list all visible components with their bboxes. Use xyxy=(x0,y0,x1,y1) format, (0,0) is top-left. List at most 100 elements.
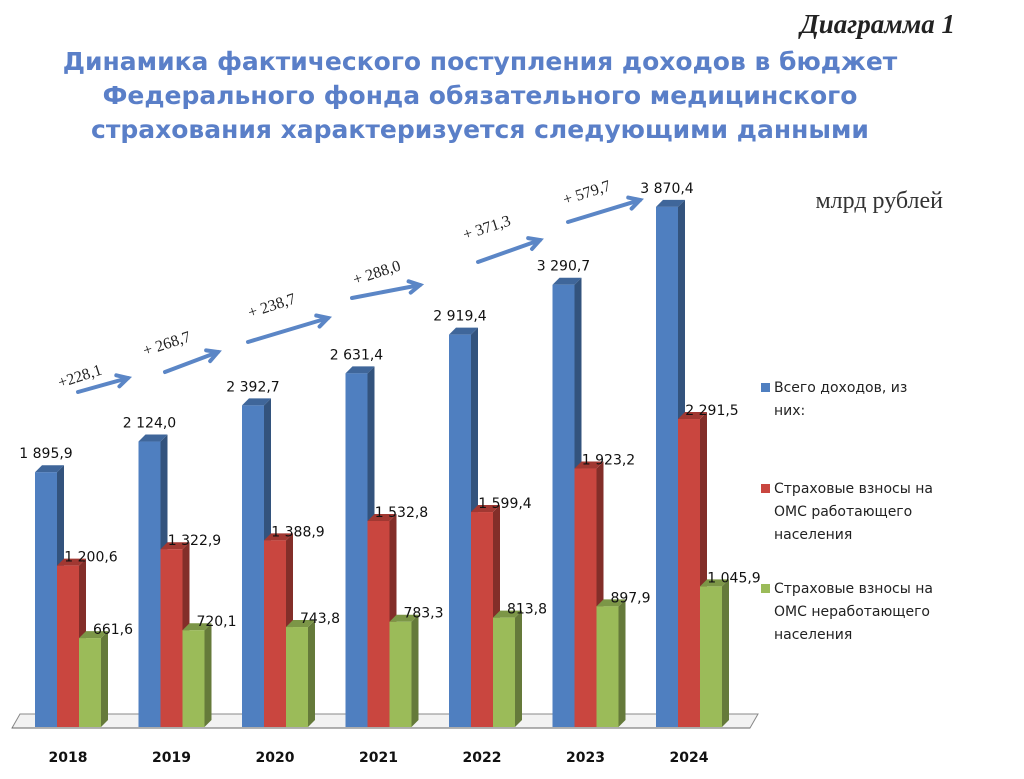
bar-top xyxy=(57,558,86,566)
bar-2022-series-2 xyxy=(493,617,515,727)
data-label: 1 895,9 xyxy=(19,446,72,462)
bar-2024-series-0 xyxy=(656,206,678,727)
data-label: 2 392,7 xyxy=(226,379,279,395)
data-label: 1 388,9 xyxy=(271,524,324,540)
legend-swatch xyxy=(761,383,770,392)
data-label: 1 532,8 xyxy=(375,505,428,521)
bar-top xyxy=(596,599,626,607)
data-label: 2 124,0 xyxy=(123,416,176,432)
x-tick-label: 2018 xyxy=(49,750,88,766)
bar-top xyxy=(700,579,729,587)
legend-swatch xyxy=(761,584,770,593)
x-tick-label: 2019 xyxy=(152,750,191,766)
bar-2018-series-2 xyxy=(79,638,101,727)
bar-2023-series-2 xyxy=(596,606,619,727)
data-label: 1 599,4 xyxy=(478,496,532,512)
bar-side xyxy=(411,614,419,727)
increment-label: + 288,0 xyxy=(351,257,403,288)
legend-label: Страховые взносы на xyxy=(774,481,933,497)
bar-top xyxy=(286,620,315,628)
legend-label: них: xyxy=(774,403,805,419)
bar-2024-series-2 xyxy=(700,586,722,727)
arrow-head-icon xyxy=(114,373,133,389)
x-tick-label: 2020 xyxy=(256,750,295,766)
data-label: 2 919,4 xyxy=(433,309,487,325)
bar-side xyxy=(722,579,729,727)
arrow-head-icon xyxy=(204,348,222,364)
bar-top xyxy=(471,505,500,513)
increment-arrow xyxy=(246,316,330,344)
bar-2024-series-1 xyxy=(678,419,700,727)
x-tick-label: 2023 xyxy=(566,750,605,766)
bar-2019-series-0 xyxy=(138,441,161,727)
bar-top xyxy=(242,398,271,406)
increment-arrow xyxy=(163,350,220,374)
bar-2018-series-1 xyxy=(57,565,79,727)
increment-arrow xyxy=(476,238,542,264)
data-label: 743,8 xyxy=(300,611,340,627)
increment-arrow xyxy=(566,198,642,224)
bar-side xyxy=(204,623,212,727)
x-tick-label: 2021 xyxy=(359,750,398,766)
bar-top xyxy=(449,327,478,335)
bar-top xyxy=(389,614,419,622)
increment-label: + 579,7 xyxy=(561,177,613,208)
legend-label: населения xyxy=(774,527,852,543)
bar-top xyxy=(160,542,190,550)
bar-2020-series-2 xyxy=(286,627,308,727)
data-label: 813,8 xyxy=(507,602,547,618)
legend-label: Всего доходов, из xyxy=(774,380,907,396)
bar-top xyxy=(35,465,64,473)
arrow-head-icon xyxy=(626,195,644,211)
bar-top xyxy=(493,610,522,618)
bar-2023-series-1 xyxy=(574,468,597,727)
bar-side xyxy=(308,620,315,727)
bar-2020-series-0 xyxy=(242,405,264,727)
legend-label: ОМС неработающего xyxy=(774,604,930,620)
legend-swatch xyxy=(761,484,770,493)
legend-label: населения xyxy=(774,627,852,643)
legend-label: ОМС работающего xyxy=(774,504,912,520)
chart-title-line-2: Федерального фонда обязательного медицин… xyxy=(103,81,858,110)
unit-label: млрд рублей xyxy=(815,188,943,214)
arrow-head-icon xyxy=(314,313,332,329)
x-tick-label: 2024 xyxy=(670,750,709,766)
bar-top xyxy=(656,199,685,207)
bar-top xyxy=(345,366,375,374)
increment-label: + 371,3 xyxy=(461,212,513,243)
arrow-head-icon xyxy=(406,279,425,295)
data-label: 1 045,9 xyxy=(707,570,760,586)
bar-2022-series-0 xyxy=(449,334,471,727)
bar-2019-series-1 xyxy=(160,549,183,727)
bar-2019-series-2 xyxy=(182,630,205,727)
data-label: 3 290,7 xyxy=(537,259,590,275)
data-label: 720,1 xyxy=(196,614,236,630)
diagram-label: Диаграмма 1 xyxy=(797,9,955,39)
bar-top xyxy=(264,533,293,541)
bar-side xyxy=(101,631,108,727)
increment-arrow xyxy=(76,376,130,394)
data-label: 2 291,5 xyxy=(685,403,738,419)
bar-2022-series-1 xyxy=(471,512,493,727)
bar-2020-series-1 xyxy=(264,540,286,727)
increment-label: + 268,7 xyxy=(141,328,193,359)
data-label: 1 923,2 xyxy=(582,453,635,469)
data-label: 783,3 xyxy=(403,606,443,622)
bar-top xyxy=(574,461,604,469)
bar-top xyxy=(182,623,212,631)
x-tick-label: 2022 xyxy=(463,750,502,766)
bar-side xyxy=(618,599,626,727)
data-label: 897,9 xyxy=(610,590,650,606)
arrow-head-icon xyxy=(526,236,544,251)
increment-label: + 238,7 xyxy=(246,290,298,321)
bar-top xyxy=(678,412,707,420)
data-label: 3 870,4 xyxy=(640,181,694,197)
increment-arrow xyxy=(350,283,422,300)
bar-top xyxy=(552,277,582,285)
data-label: 1 200,6 xyxy=(64,550,118,566)
data-label: 661,6 xyxy=(93,622,133,638)
data-label: 1 322,9 xyxy=(168,533,221,549)
bar-top xyxy=(138,434,168,442)
bar-top xyxy=(367,513,397,521)
